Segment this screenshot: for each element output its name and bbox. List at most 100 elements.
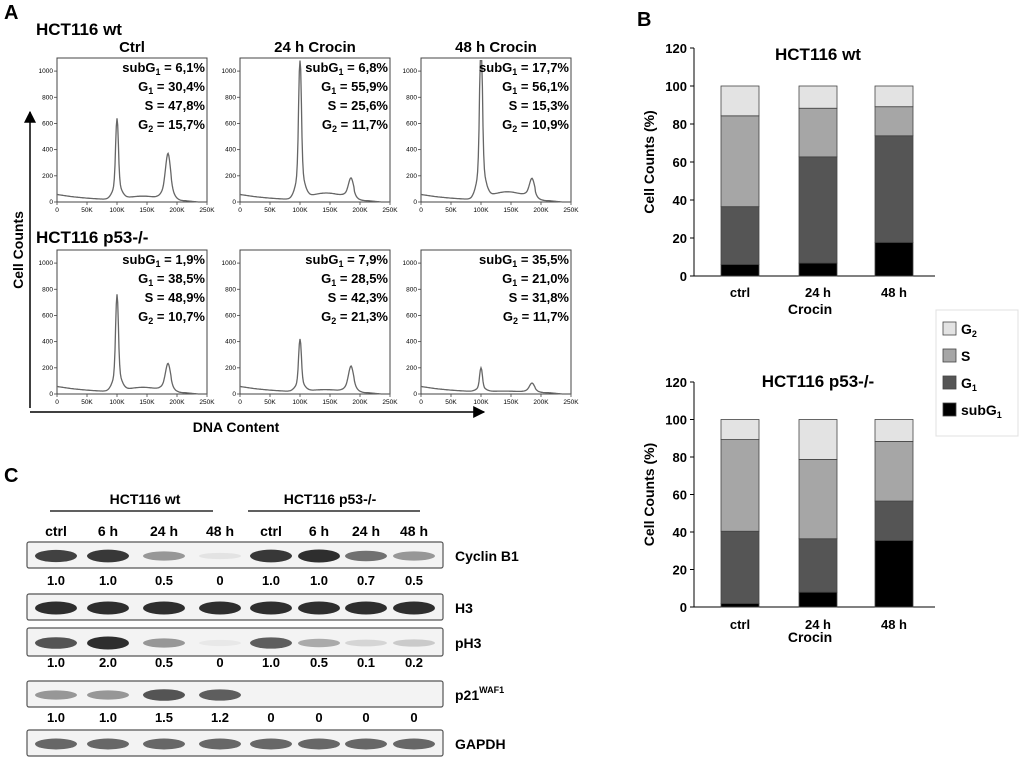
panel-a-xlabel: DNA Content (193, 419, 280, 435)
bar-segment-g1 (720, 206, 760, 265)
y-tick-label: 600 (42, 120, 53, 127)
stat-eq: = (517, 271, 532, 286)
stat-sub: 1 (148, 278, 153, 288)
stat-value: 1,9% (175, 252, 205, 267)
y-axis-title: Cell Counts (%) (641, 443, 657, 546)
blot-label: Cyclin B1 (455, 548, 519, 564)
blot-label-main: Cyclin B1 (455, 548, 519, 564)
condition-label: Ctrl (119, 39, 145, 56)
quant-value: 0 (267, 710, 274, 725)
y-tick-label: 0 (413, 199, 417, 206)
y-tick-label: 1000 (39, 68, 54, 75)
blot-band (143, 601, 185, 615)
stat-line: G1 = 28,5% (321, 271, 388, 288)
quant-value: 0.7 (357, 573, 375, 588)
y-tick-label: 200 (42, 173, 53, 180)
x-tick-label: 200K (352, 399, 368, 406)
histogram-curve (420, 59, 571, 203)
legend-swatch (942, 321, 957, 336)
x-tick-label: 250K (199, 399, 215, 406)
x-tick-label: 150K (322, 399, 338, 406)
stat-eq: = (336, 98, 351, 113)
y-tick-label: 40 (673, 193, 687, 208)
bar-segment-s (798, 107, 838, 158)
x-tick-label: 0 (238, 207, 242, 214)
y-tick-label: 800 (42, 286, 53, 293)
y-tick-label: 600 (42, 312, 53, 319)
y-tick-label: 0 (232, 391, 236, 398)
histogram-frame (239, 249, 391, 395)
y-tick-label: 800 (42, 94, 53, 101)
stat-sub: 1 (512, 259, 517, 269)
stat-line: G2 = 11,7% (503, 309, 570, 326)
x-tick-label: 0 (55, 399, 59, 406)
blot-band (35, 690, 77, 700)
stat-sym: subG (122, 60, 155, 75)
panel-label-a: A (4, 2, 18, 24)
blot-label-main: p21 (455, 687, 479, 703)
y-tick-label: 0 (680, 269, 687, 284)
x-tick-label: 100K (109, 399, 125, 406)
stat-value: 42,3% (351, 290, 388, 305)
blot-band (345, 550, 387, 562)
stat-line: subG1 = 17,7% (479, 60, 569, 77)
stat-value: 47,8% (168, 98, 205, 113)
group-header: HCT116 wt (110, 491, 181, 507)
x-tick-label: 200K (533, 399, 549, 406)
blot-h3: H3 (26, 593, 473, 621)
x-tick-label: 250K (563, 207, 579, 214)
y-tick-label: 20 (673, 231, 687, 246)
blot-band (393, 639, 435, 647)
blot-label-main: pH3 (455, 635, 482, 651)
y-tick-label: 60 (673, 488, 687, 503)
stat-sub: 1 (156, 67, 161, 77)
stat-value: 28,5% (351, 271, 388, 286)
blot-band (87, 601, 129, 615)
stat-sym: S (328, 98, 337, 113)
category-label: ctrl (730, 617, 750, 632)
blot-band (298, 638, 340, 648)
bar-segment-g1 (874, 500, 914, 541)
blot-band (87, 738, 129, 750)
x-tick-label: 150K (503, 207, 519, 214)
y-tick-label: 0 (49, 199, 53, 206)
histogram-curve (56, 118, 207, 203)
blot-band (345, 601, 387, 615)
quant-value: 0 (362, 710, 369, 725)
lane-label: ctrl (260, 523, 282, 539)
legend-sub: 1 (972, 383, 977, 393)
x-tick-label: 50K (81, 399, 93, 406)
stat-sym: G (502, 271, 512, 286)
stat-line: G2 = 10,7% (138, 309, 205, 326)
y-tick-label: 200 (225, 365, 236, 372)
y-tick-label: 400 (406, 339, 417, 346)
stat-line: G1 = 38,5% (138, 271, 205, 288)
stat-eq: = (161, 252, 176, 267)
legend-sym: G (961, 375, 972, 391)
stat-line: G1 = 21,0% (502, 271, 569, 288)
histogram-0-0: Ctrl 0 200 400 600 800 1000 0 50K 100K 150K 200K 250… (39, 39, 216, 214)
blot-band (199, 689, 241, 701)
stat-line: S = 42,3% (328, 290, 389, 305)
stat-sym: subG (305, 252, 338, 267)
quant-value: 1.0 (47, 710, 65, 725)
quant-value: 0.1 (357, 655, 375, 670)
quant-value: 0.5 (155, 655, 173, 670)
stat-line: G1 = 30,4% (138, 79, 205, 96)
x-tick-label: 0 (419, 399, 423, 406)
bar-segment-s (874, 106, 914, 137)
blot-band (143, 738, 185, 750)
blot-band (87, 690, 129, 700)
quant-value: 1.5 (155, 710, 173, 725)
bar-segment-g1 (798, 538, 838, 593)
x-tick-label: 100K (473, 399, 489, 406)
lane-label: 24 h (352, 523, 380, 539)
y-tick-label: 400 (225, 339, 236, 346)
legend-sub: 1 (997, 410, 1002, 420)
stat-sym: G (322, 117, 332, 132)
stat-line: subG1 = 35,5% (479, 252, 569, 269)
y-tick-label: 200 (42, 365, 53, 372)
stat-eq: = (344, 252, 359, 267)
y-tick-label: 20 (673, 563, 687, 578)
histogram-frame (239, 57, 391, 203)
